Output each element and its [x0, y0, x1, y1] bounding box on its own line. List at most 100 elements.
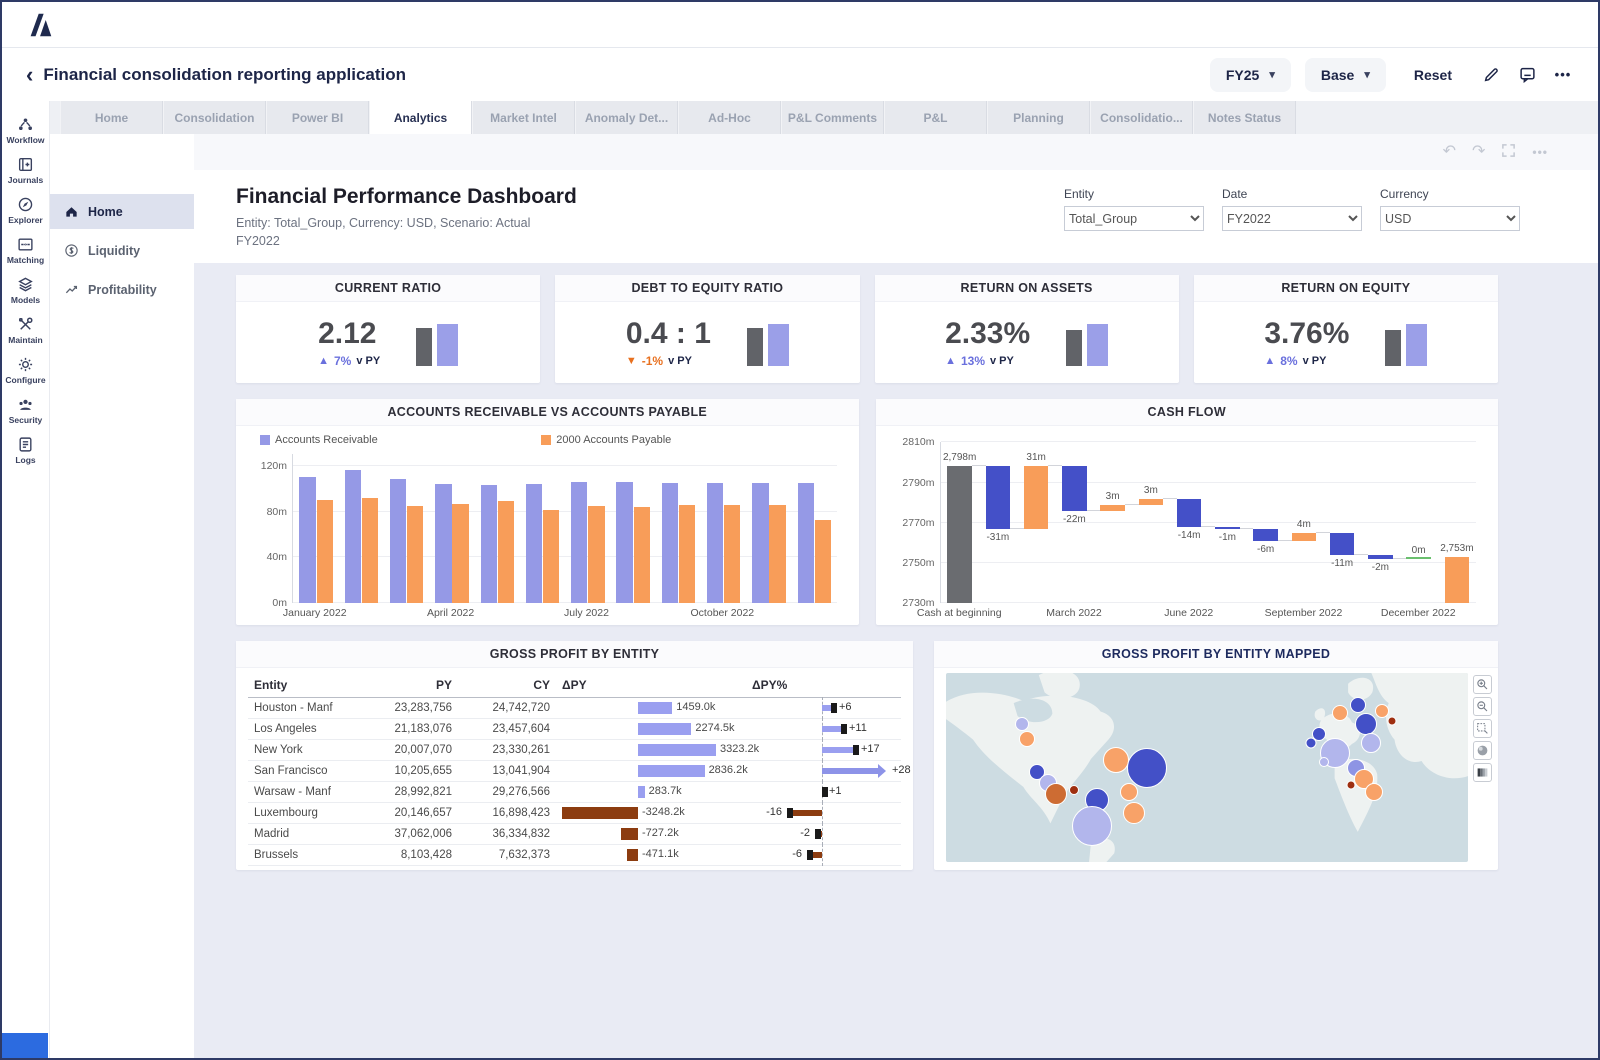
date-select[interactable]: FY2022 — [1222, 206, 1362, 231]
rail-footer-badge[interactable] — [2, 1033, 48, 1058]
dpy-cell-wrap: -3248.2k — [556, 802, 746, 825]
dpy-bar — [638, 723, 692, 736]
cash-flow-plot: 2810m 2790m 2770m 2750m 2730m 2,798m -31m 31m -2… — [902, 436, 1476, 619]
fullscreen-icon[interactable] — [1501, 143, 1516, 162]
waterfall-bar — [1253, 528, 1278, 541]
table-row: San Francisco 10,205,655 13,041,904 2836.2k… — [248, 760, 911, 783]
entity-cell: Houston - Manf — [248, 697, 366, 720]
waterfall-value-label: -6m — [1257, 543, 1275, 555]
globe-icon[interactable] — [1473, 741, 1492, 761]
ar-bar — [661, 482, 678, 604]
tab-anomaly-det[interactable]: Anomaly Det... — [575, 101, 678, 134]
ar-bar — [435, 484, 452, 604]
ar-ap-plot: 0m 40m 80m 120m January 2022 April 2022 July 2… — [261, 454, 837, 619]
journals-icon — [18, 157, 33, 172]
map-bubble — [1126, 747, 1167, 788]
map-controls — [1473, 675, 1492, 783]
menu-item-home[interactable]: Home — [50, 194, 194, 229]
rail-item-models[interactable]: Models — [2, 271, 49, 311]
redo-icon[interactable]: ↷ — [1471, 143, 1486, 160]
zoom-out-icon[interactable] — [1473, 697, 1492, 717]
version-selector[interactable]: Base ▾ — [1304, 57, 1386, 92]
entity-select[interactable]: Total_Group — [1064, 206, 1204, 231]
tab-p-l-comments[interactable]: P&L Comments — [781, 101, 884, 134]
cy-cell: 16,898,423 — [458, 802, 556, 825]
tab-market-intel[interactable]: Market Intel — [472, 101, 575, 134]
edit-pencil-icon[interactable] — [1480, 64, 1502, 86]
entity-cell: Brussels — [248, 844, 366, 867]
reset-button[interactable]: Reset — [1413, 66, 1452, 83]
canvas-more-icon[interactable]: ••• — [1532, 145, 1548, 159]
rail-item-maintain[interactable]: Maintain — [2, 311, 49, 351]
cash-flow-card: CASH FLOW 2810m 2790m 2770m 2750m 2730m 2,798… — [875, 399, 1498, 626]
date-filter: Date FY2022 — [1222, 187, 1362, 231]
dashboard-board: CURRENT RATIO 2.12 ▲ 7% v PY DEBT TO EQUITY R… — [194, 263, 1598, 1058]
ar-bar — [616, 481, 633, 604]
ap-bar — [724, 504, 741, 604]
date-filter-label: Date — [1222, 187, 1248, 201]
rail-item-configure[interactable]: Configure — [2, 351, 49, 391]
undo-icon[interactable]: ↶ — [1442, 143, 1456, 160]
anaplan-logo — [30, 13, 52, 37]
period-selector[interactable]: FY25 ▾ — [1209, 57, 1291, 92]
layers-icon[interactable] — [1473, 763, 1492, 783]
back-icon[interactable]: ‹ — [26, 61, 34, 87]
comment-icon[interactable] — [1516, 64, 1538, 86]
dpy-pct-cell: +1 — [752, 781, 895, 804]
menu-item-liquidity[interactable]: Liquidity — [50, 233, 194, 268]
y-axis-tick: 0m — [272, 597, 287, 610]
rail-item-journals[interactable]: Journals — [2, 151, 49, 191]
map-bubble — [1350, 697, 1367, 714]
py-cell: 10,205,655 — [366, 760, 458, 783]
tab-consolidatio[interactable]: Consolidatio... — [1090, 101, 1193, 134]
entity-cell: Los Angeles — [248, 718, 366, 741]
rail-item-logs[interactable]: Logs — [2, 431, 49, 471]
ap-bar — [543, 510, 560, 604]
x-axis-label: October 2022 — [690, 607, 755, 620]
trend-up-icon — [65, 285, 78, 294]
matching-icon — [18, 238, 33, 251]
ap-bar — [316, 500, 333, 604]
zoom-in-icon[interactable] — [1473, 675, 1492, 695]
menu-item-profitability[interactable]: Profitability — [50, 272, 194, 307]
dpy-pct-label: +17 — [861, 743, 880, 756]
rail-item-explorer[interactable]: Explorer — [2, 191, 49, 231]
spark-bar-py — [1066, 329, 1083, 366]
page-subtitle-year: FY2022 — [236, 234, 280, 249]
rail-item-matching[interactable]: Matching — [2, 231, 49, 271]
waterfall-connector — [1124, 503, 1139, 505]
waterfall-connector — [1277, 539, 1292, 541]
dpy-pct-label: -16 — [766, 806, 782, 819]
tab-ad-hoc[interactable]: Ad-Hoc — [678, 101, 781, 134]
currency-select[interactable]: USD — [1380, 206, 1520, 231]
tab-p-l[interactable]: P&L — [884, 101, 987, 134]
more-options-icon[interactable]: ••• — [1554, 67, 1572, 82]
marquee-zoom-icon[interactable] — [1473, 719, 1492, 739]
dpy-bar-cell: 1459.0k — [562, 701, 740, 715]
gross-profit-table-title: GROSS PROFIT BY ENTITY — [236, 641, 913, 669]
dpy-pct-cell-wrap: +11 — [746, 718, 901, 741]
kpi-card-debt-to-equity-ratio: DEBT TO EQUITY RATIO 0.4 : 1 ▼ -1% v PY — [555, 275, 860, 384]
tab-home[interactable]: Home — [60, 101, 163, 134]
security-icon — [19, 399, 32, 410]
tab-notes-status[interactable]: Notes Status — [1193, 101, 1296, 134]
table-row: Luxembourg 20,146,657 16,898,423 -3248.2k -1… — [248, 802, 901, 825]
map-bubble — [1119, 783, 1138, 802]
tab-analytics[interactable]: Analytics — [369, 101, 472, 134]
dpy-pct-cell-wrap: +17 — [746, 739, 901, 762]
waterfall-value-label: -2m — [1371, 561, 1389, 573]
tab-consolidation[interactable]: Consolidation — [163, 101, 266, 134]
rail-item-security[interactable]: Security — [2, 391, 49, 431]
col-header-entity: Entity — [248, 674, 366, 699]
kpi-spark-bars — [1066, 320, 1109, 366]
tab-power-bi[interactable]: Power BI — [266, 101, 369, 134]
kpi-delta-value: -1% — [641, 354, 664, 369]
waterfall-value-label: -14m — [1177, 529, 1201, 541]
waterfall-bar — [1368, 554, 1393, 559]
waterfall-bar — [1138, 498, 1164, 505]
rail-item-workflow[interactable]: Workflow — [2, 111, 49, 151]
tab-planning[interactable]: Planning — [987, 101, 1090, 134]
map-bubble — [1072, 806, 1113, 847]
x-axis-label: June 2022 — [1164, 607, 1214, 620]
kpi-delta: ▲ 8% v PY — [1264, 354, 1349, 368]
